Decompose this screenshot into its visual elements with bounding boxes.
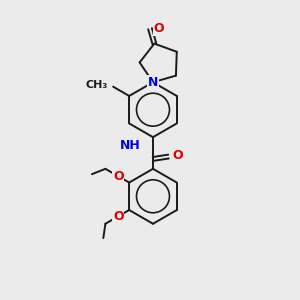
Text: N: N xyxy=(148,76,158,89)
Text: O: O xyxy=(172,148,183,162)
Text: CH₃: CH₃ xyxy=(85,80,108,90)
Text: O: O xyxy=(154,22,164,35)
Text: O: O xyxy=(113,210,124,223)
Text: O: O xyxy=(113,170,124,183)
Text: NH: NH xyxy=(120,139,140,152)
